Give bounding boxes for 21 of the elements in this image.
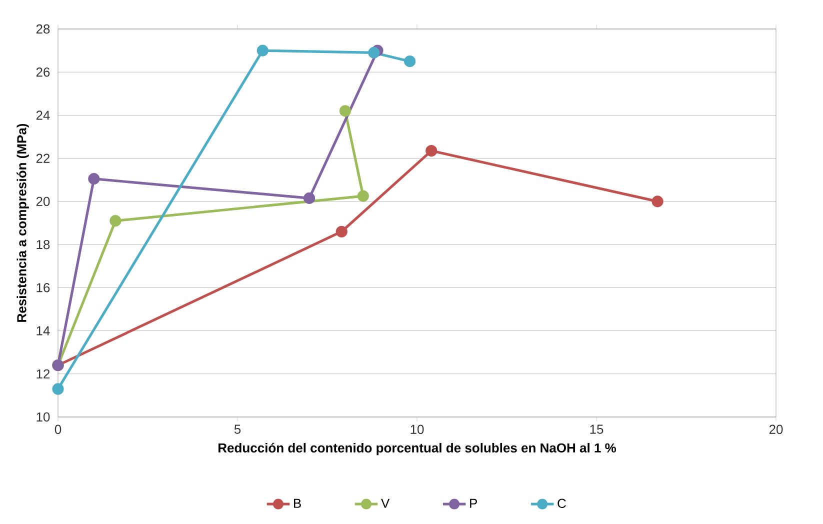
y-tick-label: 20	[36, 196, 50, 206]
legend-label: P	[470, 498, 477, 508]
x-tick-label: 20	[769, 424, 783, 434]
y-tick-label: 22	[36, 154, 50, 163]
legend-label: V	[381, 498, 390, 508]
y-tick-label: 28	[36, 24, 50, 34]
y-tick-label: 18	[36, 240, 50, 250]
y-axis-title: Resistencia a compresión (MPa)	[16, 124, 29, 322]
y-tick-label: 24	[36, 110, 50, 120]
x-axis-title: Reducción del contenido porcentual de solubles en NaOH al 1 %	[218, 442, 616, 456]
x-tick-label: 0	[54, 424, 62, 434]
y-tick-label: 12	[36, 369, 50, 378]
legend-label: C	[558, 498, 566, 508]
y-tick-label: 16	[36, 283, 50, 292]
legend-label: B	[294, 498, 301, 508]
y-tick-label: 10	[36, 412, 50, 422]
y-tick-label: 14	[36, 326, 50, 336]
x-tick-label: 10	[410, 424, 424, 434]
x-tick-label: 15	[590, 424, 604, 434]
x-tick-label: 5	[234, 424, 241, 434]
y-tick-label: 26	[36, 68, 50, 77]
